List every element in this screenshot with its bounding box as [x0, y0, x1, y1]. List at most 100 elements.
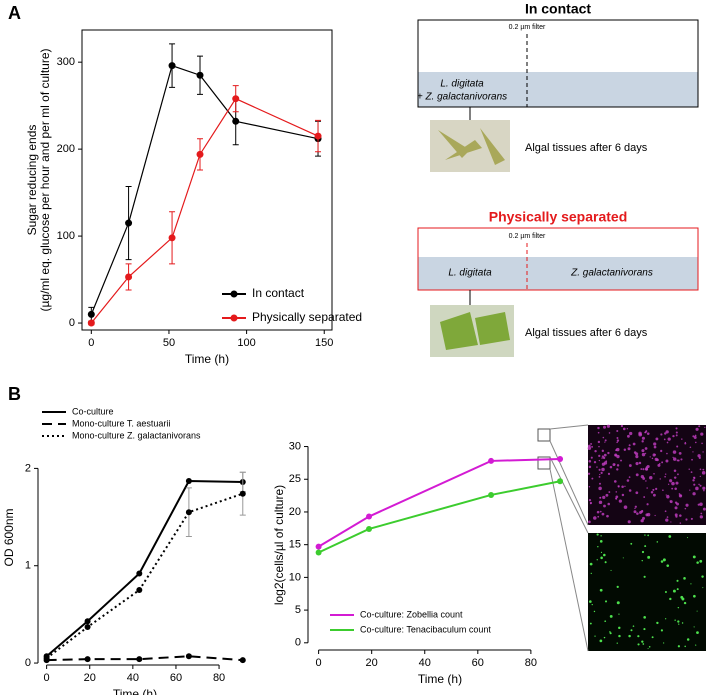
- y-axis-label: OD 600nm: [2, 508, 16, 566]
- cell: [674, 513, 678, 517]
- cell: [642, 468, 645, 471]
- point: [366, 513, 373, 520]
- cell: [644, 545, 647, 548]
- cell: [664, 475, 666, 478]
- cell: [661, 461, 664, 464]
- panel-label: B: [8, 384, 21, 404]
- legend-label: Co-culture: Tenacibaculum count: [360, 624, 491, 634]
- cell: [698, 483, 700, 486]
- point: [136, 570, 143, 577]
- cell: [588, 459, 592, 463]
- point: [366, 525, 373, 532]
- series-line: [46, 655, 243, 662]
- cell: [689, 446, 692, 449]
- cell: [627, 447, 631, 451]
- cell: [670, 521, 672, 523]
- x-tick-label: 0: [44, 672, 50, 684]
- cell: [591, 604, 593, 606]
- cell: [699, 502, 703, 506]
- y-tick-label: 2: [25, 462, 31, 474]
- tank: [417, 227, 699, 291]
- cell: [641, 510, 644, 512]
- cell: [644, 534, 646, 536]
- cell: [637, 635, 640, 638]
- cell: [674, 619, 676, 621]
- cell: [699, 475, 701, 478]
- cell: [676, 459, 679, 462]
- diagram-title: Physically separated: [489, 209, 628, 225]
- legend-label: Mono-culture T. aestuarii: [72, 418, 170, 428]
- cell: [686, 638, 690, 641]
- cell: [629, 431, 633, 436]
- point: [125, 219, 133, 227]
- cell: [601, 512, 605, 516]
- point: [239, 657, 246, 664]
- cell: [677, 473, 679, 476]
- cell: [700, 432, 704, 436]
- cell: [616, 441, 618, 444]
- cell: [602, 436, 605, 439]
- x-tick-label: 40: [419, 657, 431, 669]
- cell: [599, 588, 603, 592]
- cell: [598, 468, 601, 471]
- cell: [665, 618, 667, 620]
- legend-marker: [230, 290, 238, 298]
- cell: [671, 481, 675, 486]
- cell: [603, 636, 606, 639]
- zoom-line: [549, 456, 589, 534]
- cell: [646, 487, 648, 489]
- cell: [600, 556, 603, 560]
- cell: [634, 505, 637, 508]
- cell: [666, 564, 670, 567]
- cell: [677, 645, 681, 648]
- filter-label: 0.2 µm filter: [509, 24, 546, 31]
- cell: [685, 518, 688, 521]
- cell: [624, 485, 626, 487]
- cell: [696, 561, 699, 564]
- cell: [653, 445, 657, 449]
- cell: [589, 622, 592, 625]
- cell: [659, 478, 661, 480]
- cell: [596, 559, 598, 561]
- cell: [615, 491, 618, 493]
- point: [43, 655, 50, 662]
- cell: [614, 463, 616, 465]
- cell: [627, 520, 631, 524]
- cell: [613, 480, 617, 483]
- photo-tissue: [440, 312, 510, 350]
- cell: [623, 505, 628, 509]
- cell: [607, 451, 610, 455]
- cell: [656, 541, 659, 543]
- zoom-box: [537, 456, 551, 470]
- cell: [643, 616, 646, 619]
- cell: [664, 510, 667, 513]
- cell: [647, 555, 651, 559]
- cell: [663, 642, 665, 644]
- cell: [641, 550, 645, 554]
- cell: [684, 507, 687, 510]
- cell: [692, 555, 696, 559]
- cell: [633, 451, 637, 454]
- x-tick-label: 60: [472, 657, 484, 669]
- cell: [618, 626, 621, 630]
- cell: [693, 483, 696, 486]
- cell: [702, 486, 706, 490]
- x-tick-label: 0: [316, 657, 322, 669]
- cell: [683, 601, 687, 605]
- cell: [607, 472, 611, 475]
- cell: [628, 476, 631, 478]
- cell: [702, 451, 704, 453]
- photo-tissue: [438, 128, 505, 165]
- point: [315, 543, 322, 550]
- cell: [598, 486, 602, 491]
- x-tick-label: 20: [366, 657, 378, 669]
- cell: [618, 499, 622, 503]
- point: [84, 656, 91, 663]
- cell: [645, 468, 648, 471]
- cell: [636, 512, 639, 515]
- cell: [594, 449, 597, 453]
- cell: [641, 452, 646, 457]
- cell: [697, 454, 701, 458]
- y-tick-label: 0: [69, 317, 75, 329]
- cell: [609, 614, 613, 618]
